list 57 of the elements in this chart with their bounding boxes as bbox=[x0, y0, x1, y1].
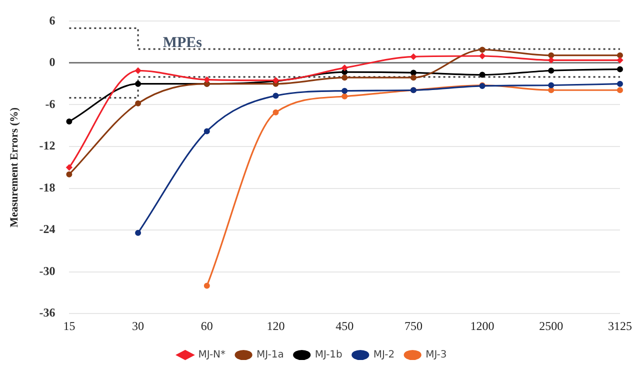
legend-label: MJ-1a bbox=[256, 350, 284, 361]
y-tick-label: -24 bbox=[39, 222, 56, 236]
point bbox=[617, 80, 623, 87]
y-tick-label: -6 bbox=[45, 96, 56, 111]
point bbox=[135, 80, 142, 87]
x-tick-label: 450 bbox=[336, 318, 354, 333]
legend-label: MJ-3 bbox=[426, 350, 447, 361]
point bbox=[66, 164, 72, 170]
annotation: MPEs bbox=[162, 35, 202, 52]
point bbox=[342, 93, 348, 100]
point bbox=[204, 128, 210, 134]
point bbox=[617, 87, 623, 94]
point bbox=[548, 87, 554, 94]
x-tick-label: 120 bbox=[266, 318, 285, 333]
x-tick-label: 60 bbox=[200, 318, 213, 333]
point bbox=[272, 92, 279, 99]
point bbox=[66, 171, 72, 178]
point bbox=[617, 52, 623, 58]
point bbox=[479, 53, 486, 60]
y-tick-label: -12 bbox=[39, 138, 56, 153]
point bbox=[342, 64, 348, 71]
y-tick-label: 0 bbox=[49, 55, 56, 70]
point bbox=[410, 74, 416, 81]
y-tick-label: -36 bbox=[39, 306, 56, 320]
point bbox=[548, 52, 554, 58]
point bbox=[548, 57, 554, 64]
point bbox=[135, 230, 142, 236]
legend-label: MJ-1b bbox=[314, 350, 342, 361]
point bbox=[204, 282, 210, 289]
point bbox=[410, 54, 416, 60]
x-tick-label: 1200 bbox=[470, 318, 494, 333]
x-tick-label: 2500 bbox=[539, 318, 564, 333]
point bbox=[342, 74, 348, 81]
x-tick-label: 750 bbox=[404, 318, 422, 333]
point bbox=[479, 72, 486, 78]
y-tick-label: -30 bbox=[39, 264, 56, 278]
point bbox=[617, 57, 623, 64]
point bbox=[410, 70, 416, 76]
point bbox=[204, 76, 210, 83]
point bbox=[135, 100, 142, 106]
point bbox=[548, 82, 554, 88]
point bbox=[272, 109, 279, 116]
point bbox=[548, 68, 554, 74]
point bbox=[66, 118, 72, 124]
point bbox=[479, 46, 486, 53]
legend-label: MJ-N* bbox=[198, 350, 226, 361]
point bbox=[135, 68, 142, 74]
y-tick-label: 6 bbox=[49, 13, 56, 28]
point bbox=[342, 88, 348, 94]
y-tick-label: -18 bbox=[39, 180, 56, 194]
x-tick-label: 15 bbox=[63, 318, 76, 333]
legend-label: MJ-2 bbox=[373, 350, 395, 361]
y-axis-title: Measurement Errors (%) bbox=[8, 107, 20, 228]
point bbox=[342, 69, 348, 76]
x-tick-label: 30 bbox=[132, 318, 144, 333]
x-tick-label: 3125 bbox=[608, 318, 632, 333]
point bbox=[617, 66, 623, 72]
